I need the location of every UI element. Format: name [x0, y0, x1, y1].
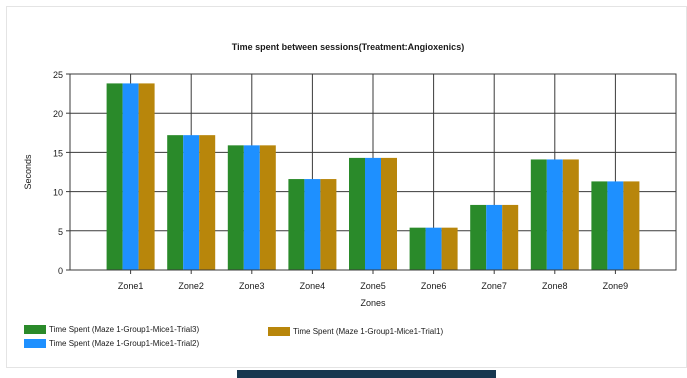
bar-zone1-series2: [122, 83, 139, 271]
bar-zone6-series2: [425, 227, 442, 270]
bar-zone5-series3: [381, 157, 397, 270]
bar-zone2-series2: [183, 135, 200, 270]
legend-label-trial2: Time Spent (Maze 1-Group1-Mice1-Trial2): [49, 339, 200, 348]
y-axis-label: Seconds: [23, 154, 33, 190]
chart-title: Time spent between sessions(Treatment:An…: [232, 42, 464, 52]
legend-label-trial1: Time Spent (Maze 1-Group1-Mice1-Trial1): [293, 327, 444, 336]
bar-zone8-series1: [530, 159, 547, 270]
bar-zone3-series3: [259, 145, 276, 270]
y-tick-label: 0: [58, 266, 63, 276]
bar-zone7-series3: [502, 204, 519, 270]
legend-swatch-trial2: [24, 339, 46, 348]
plot-area-border: [69, 73, 677, 271]
bar-zone5-series2: [365, 157, 381, 270]
legend-item-trial1: Time Spent (Maze 1-Group1-Mice1-Trial1): [268, 327, 443, 336]
x-tick-label: Zone1: [118, 281, 144, 291]
bar-zone4-series1: [288, 179, 305, 270]
bar-zone3-series1: [227, 145, 244, 270]
bar-zone8-series2: [546, 159, 563, 270]
y-tick-label: 20: [53, 109, 63, 119]
bar-zone2-series1: [167, 135, 184, 270]
x-axis-label: Zones: [360, 298, 386, 308]
y-tick-label: 10: [53, 188, 63, 198]
legend-item-trial3: Time Spent (Maze 1-Group1-Mice1-Trial3): [24, 325, 199, 334]
bar-zone1-series1: [106, 83, 123, 271]
bar-zone4-series3: [320, 179, 337, 270]
bar-zone6-series1: [409, 227, 426, 270]
x-tick-label: Zone9: [603, 281, 629, 291]
x-tick-label: Zone8: [542, 281, 568, 291]
bar-zone7-series1: [470, 204, 487, 270]
x-tick-label: Zone3: [239, 281, 265, 291]
bar-zone9-series2: [607, 181, 624, 270]
bar-zone3-series2: [243, 145, 260, 270]
x-tick-label: Zone6: [421, 281, 447, 291]
legend: Time Spent (Maze 1-Group1-Mice1-Trial3) …: [24, 322, 584, 358]
x-tick-label: Zone4: [300, 281, 326, 291]
bar-zone9-series1: [591, 181, 608, 270]
y-tick-label: 15: [53, 148, 63, 158]
bar-zone1-series3: [138, 83, 155, 271]
bar-zone7-series2: [486, 204, 503, 270]
legend-label-trial3: Time Spent (Maze 1-Group1-Mice1-Trial3): [49, 325, 200, 334]
legend-swatch-trial3: [24, 325, 46, 334]
bottom-bar: [237, 370, 496, 378]
y-tick-label: 25: [53, 70, 63, 80]
bar-zone8-series3: [562, 159, 579, 270]
legend-item-trial2: Time Spent (Maze 1-Group1-Mice1-Trial2): [24, 339, 199, 348]
bar-zone2-series3: [199, 135, 216, 270]
bar-zone4-series2: [304, 179, 321, 270]
y-tick-label: 5: [58, 227, 63, 237]
bar-zone6-series3: [441, 227, 458, 270]
bar-zone9-series3: [623, 181, 640, 270]
x-tick-label: Zone2: [178, 281, 204, 291]
legend-swatch-trial1: [268, 327, 290, 336]
bar-zone5-series1: [349, 157, 365, 270]
x-tick-label: Zone7: [481, 281, 507, 291]
x-tick-label: Zone5: [360, 281, 386, 291]
